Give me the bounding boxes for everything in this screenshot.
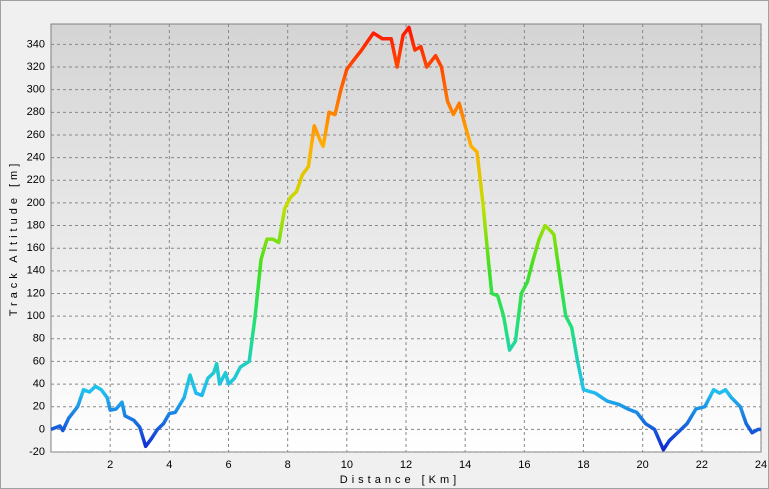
y-tick-label: 180 — [27, 219, 45, 231]
x-tick-label: 20 — [637, 459, 649, 471]
y-tick-label: 200 — [27, 197, 45, 209]
y-tick-label: 0 — [39, 423, 45, 435]
x-tick-label: 4 — [166, 459, 172, 471]
y-tick-label: 280 — [27, 106, 45, 118]
altitude-line — [50, 25, 761, 452]
x-tick-label: 18 — [577, 459, 589, 471]
y-tick-label: 340 — [27, 38, 45, 50]
y-tick-label: 120 — [27, 287, 45, 299]
y-tick-label: 300 — [27, 84, 45, 96]
x-tick-label: 14 — [459, 459, 471, 471]
y-tick-label: -20 — [29, 446, 45, 458]
y-tick-label: 80 — [33, 333, 45, 345]
y-tick-label: 20 — [33, 401, 45, 413]
x-tick-label: 6 — [225, 459, 231, 471]
y-tick-label: 240 — [27, 152, 45, 164]
y-tick-label: 140 — [27, 265, 45, 277]
x-tick-label: 22 — [696, 459, 708, 471]
x-axis-label: Distance [Km] — [340, 474, 460, 486]
y-axis-label: Track Altitude [m] — [8, 160, 20, 317]
y-tick-label: 100 — [27, 310, 45, 322]
y-tick-label: 220 — [27, 174, 45, 186]
y-tick-label: 40 — [33, 378, 45, 390]
x-tick-label: 10 — [341, 459, 353, 471]
x-tick-label: 8 — [285, 459, 291, 471]
y-tick-label: 60 — [33, 355, 45, 367]
x-tick-label: 12 — [400, 459, 412, 471]
y-tick-label: 260 — [27, 129, 45, 141]
x-tick-label: 2 — [107, 459, 113, 471]
plot-area — [50, 23, 762, 453]
y-tick-label: 320 — [27, 61, 45, 73]
x-tick-label: 24 — [755, 459, 767, 471]
x-tick-label: 16 — [518, 459, 530, 471]
y-tick-label: 160 — [27, 242, 45, 254]
